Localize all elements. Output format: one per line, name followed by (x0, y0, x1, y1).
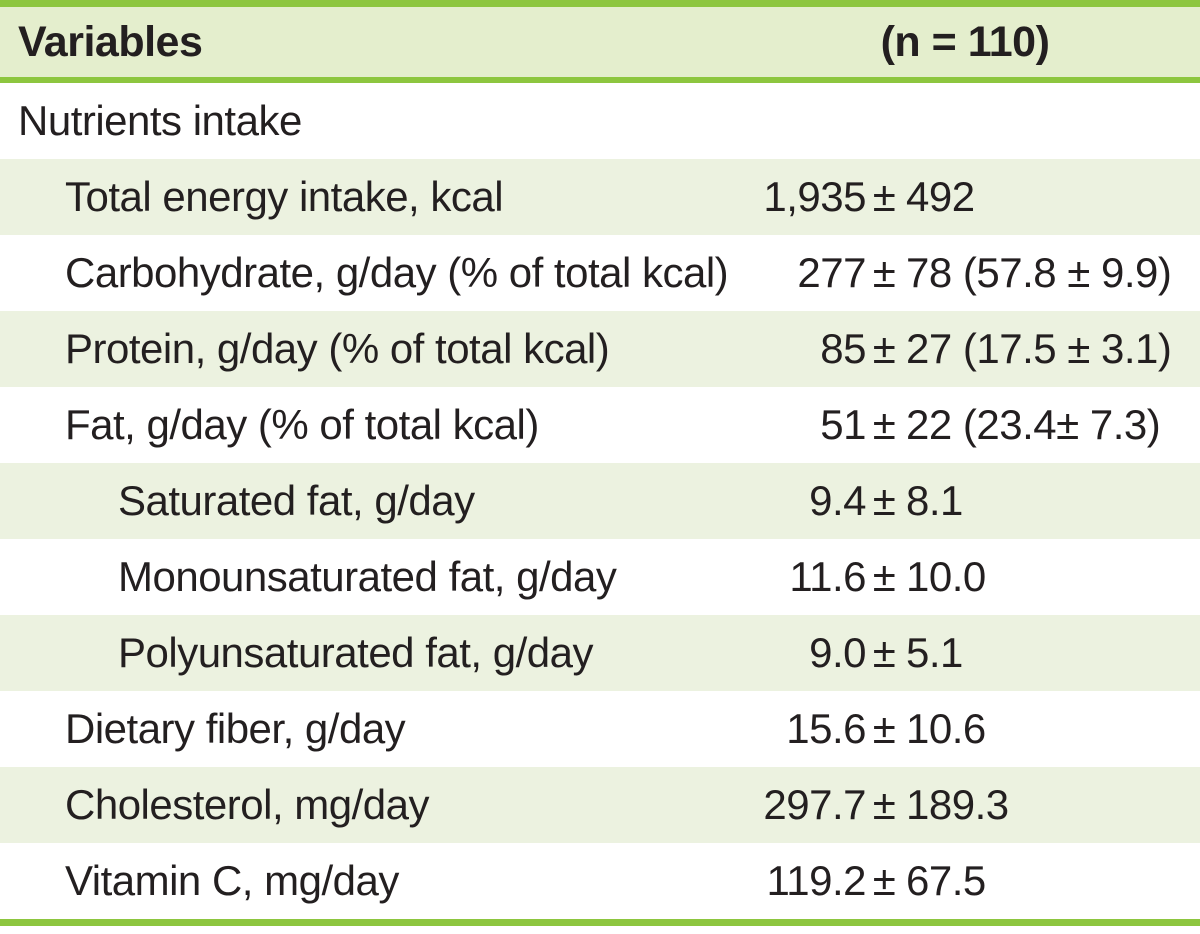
row-label: Dietary fiber, g/day (65, 705, 406, 752)
plus-minus-symbol: ± (872, 857, 896, 904)
plus-minus-symbol: ± (872, 249, 896, 296)
row-label: Cholesterol, mg/day (65, 781, 430, 828)
table-row: Saturated fat, g/day 9.4 ± 8.1 (0, 463, 1200, 539)
plus-minus-symbol: ± (872, 401, 896, 448)
row-value: 1,935 ± 492 (740, 173, 1200, 221)
table-bottom-border (0, 919, 1200, 926)
row-value-mean: 51 (820, 401, 866, 448)
table-row: Vitamin C, mg/day 119.2 ± 67.5 (0, 843, 1200, 919)
row-label: Polyunsaturated fat, g/day (118, 629, 593, 676)
row-value-sd: 22 (23.4± 7.3) (906, 401, 1161, 448)
row-value: 51 ± 22 (23.4± 7.3) (740, 401, 1200, 449)
table-top-border (0, 0, 1200, 7)
table-row: Carbohydrate, g/day (% of total kcal) 27… (0, 235, 1200, 311)
row-label: Protein, g/day (% of total kcal) (65, 325, 610, 372)
row-label: Vitamin C, mg/day (65, 857, 399, 904)
row-value-sd: 492 (906, 173, 975, 220)
row-value: 9.0 ± 5.1 (740, 629, 1200, 677)
table-row: Fat, g/day (% of total kcal) 51 ± 22 (23… (0, 387, 1200, 463)
row-value: 119.2 ± 67.5 (740, 857, 1200, 905)
row-value: 11.6 ± 10.0 (740, 553, 1200, 601)
plus-minus-symbol: ± (872, 477, 896, 524)
row-value-sd: 5.1 (906, 629, 963, 676)
plus-minus-symbol: ± (872, 781, 896, 828)
row-value-sd: 10.6 (906, 705, 986, 752)
plus-minus-symbol: ± (872, 629, 896, 676)
table-row: Dietary fiber, g/day 15.6 ± 10.6 (0, 691, 1200, 767)
row-label: Carbohydrate, g/day (% of total kcal) (65, 249, 729, 296)
table-row: Cholesterol, mg/day 297.7 ± 189.3 (0, 767, 1200, 843)
row-value-sd: 10.0 (906, 553, 986, 600)
row-value: 277 ± 78 (57.8 ± 9.9) (740, 249, 1200, 297)
row-value-mean: 11.6 (789, 553, 866, 600)
table-row: Monounsaturated fat, g/day 11.6 ± 10.0 (0, 539, 1200, 615)
row-value-sd: 78 (57.8 ± 9.9) (906, 249, 1172, 296)
row-value: 9.4 ± 8.1 (740, 477, 1200, 525)
row-value: 297.7 ± 189.3 (740, 781, 1200, 829)
table-header-row: Variables (n = 110) (0, 7, 1200, 83)
plus-minus-symbol: ± (872, 553, 896, 600)
row-label: Total energy intake, kcal (65, 173, 504, 220)
row-label: Nutrients intake (18, 97, 302, 144)
row-value-mean: 15.6 (786, 705, 866, 752)
table-row: Total energy intake, kcal 1,935 ± 492 (0, 159, 1200, 235)
plus-minus-symbol: ± (872, 325, 896, 372)
row-label: Saturated fat, g/day (118, 477, 475, 524)
row-label: Fat, g/day (% of total kcal) (65, 401, 539, 448)
header-variables-label: Variables (18, 17, 203, 66)
plus-minus-symbol: ± (872, 173, 896, 220)
table-row: Polyunsaturated fat, g/day 9.0 ± 5.1 (0, 615, 1200, 691)
row-value-sd: 27 (17.5 ± 3.1) (906, 325, 1172, 372)
table-body: Nutrients intake Total energy intake, kc… (0, 83, 1200, 919)
row-value-mean: 85 (820, 325, 866, 372)
row-value: 85 ± 27 (17.5 ± 3.1) (740, 325, 1200, 373)
row-value-mean: 9.4 (809, 477, 866, 524)
row-label: Monounsaturated fat, g/day (118, 553, 617, 600)
row-value: 15.6 ± 10.6 (740, 705, 1200, 753)
header-sample-size: (n = 110) (880, 17, 1050, 66)
row-value-sd: 8.1 (906, 477, 963, 524)
table-row: Nutrients intake (0, 83, 1200, 159)
row-value-mean: 9.0 (809, 629, 866, 676)
row-value-mean: 119.2 (766, 857, 867, 904)
row-value-mean: 297.7 (763, 781, 866, 828)
row-value-sd: 67.5 (906, 857, 986, 904)
row-value-sd: 189.3 (906, 781, 1009, 828)
row-value-mean: 277 (797, 249, 866, 296)
plus-minus-symbol: ± (872, 705, 896, 752)
table-row: Protein, g/day (% of total kcal) 85 ± 27… (0, 311, 1200, 387)
row-value-mean: 1,935 (763, 173, 866, 220)
